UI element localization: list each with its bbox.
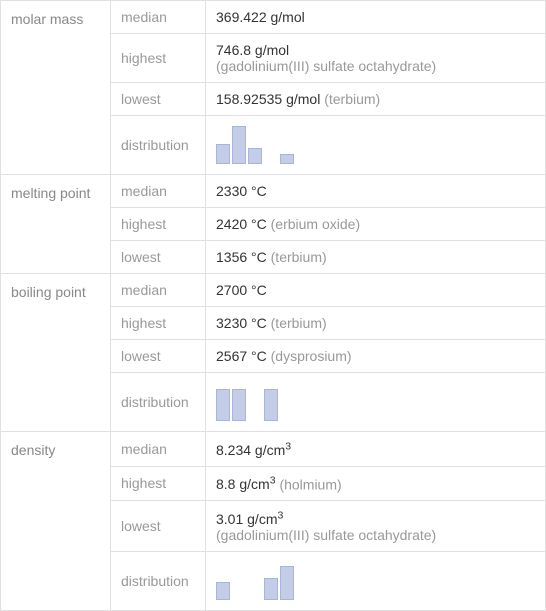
stat-label: lowest — [111, 501, 206, 552]
stat-label: distribution — [111, 116, 206, 175]
stat-value: 2420 °C (erbium oxide) — [206, 208, 546, 241]
value-note: (terbium) — [271, 249, 327, 265]
chart-bar — [216, 144, 230, 164]
chart-bar — [216, 582, 230, 600]
chart-bar — [232, 126, 246, 164]
stat-value: 2330 °C — [206, 175, 546, 208]
property-row: molar massmedian369.422 g/mol — [1, 1, 546, 34]
value-main: 2420 °C — [216, 216, 267, 232]
value-main: 2567 °C — [216, 348, 267, 364]
stat-label: highest — [111, 466, 206, 501]
chart-bar — [280, 154, 294, 164]
property-row: melting pointmedian2330 °C — [1, 175, 546, 208]
value-main: 8.8 g/cm3 — [216, 476, 276, 492]
value-main: 746.8 g/mol — [216, 42, 289, 58]
property-name: molar mass — [1, 1, 111, 175]
value-main: 369.422 g/mol — [216, 9, 305, 25]
stat-value: 3.01 g/cm3(gadolinium(III) sulfate octah… — [206, 501, 546, 552]
stat-value: 8.234 g/cm3 — [206, 432, 546, 467]
chart-bar — [264, 389, 278, 421]
stat-label: distribution — [111, 373, 206, 432]
chart-bar — [280, 566, 294, 600]
stat-label: median — [111, 432, 206, 467]
stat-value: 158.92535 g/mol (terbium) — [206, 83, 546, 116]
stat-label: median — [111, 1, 206, 34]
property-name: melting point — [1, 175, 111, 274]
distribution-chart — [216, 381, 535, 423]
stat-value: 746.8 g/mol(gadolinium(III) sulfate octa… — [206, 34, 546, 83]
value-main: 2330 °C — [216, 183, 267, 199]
chart-bar — [232, 389, 246, 421]
value-main: 2700 °C — [216, 282, 267, 298]
stat-label: lowest — [111, 83, 206, 116]
stat-value — [206, 373, 546, 432]
stat-label: highest — [111, 34, 206, 83]
stat-label: distribution — [111, 551, 206, 610]
value-note: (terbium) — [324, 91, 380, 107]
stat-value — [206, 551, 546, 610]
property-row: boiling pointmedian2700 °C — [1, 274, 546, 307]
properties-table: molar massmedian369.422 g/molhighest746.… — [0, 0, 546, 611]
value-main: 1356 °C — [216, 249, 267, 265]
stat-label: median — [111, 175, 206, 208]
stat-label: highest — [111, 208, 206, 241]
stat-label: lowest — [111, 241, 206, 274]
stat-value: 3230 °C (terbium) — [206, 307, 546, 340]
value-note: (dysprosium) — [271, 348, 352, 364]
property-name: density — [1, 432, 111, 611]
stat-value: 2567 °C (dysprosium) — [206, 340, 546, 373]
value-note: (gadolinium(III) sulfate octahydrate) — [216, 527, 436, 543]
value-main: 8.234 g/cm3 — [216, 442, 291, 458]
stat-value — [206, 116, 546, 175]
stat-value: 1356 °C (terbium) — [206, 241, 546, 274]
value-note: (gadolinium(III) sulfate octahydrate) — [216, 58, 436, 74]
distribution-chart — [216, 560, 535, 602]
distribution-chart — [216, 124, 535, 166]
value-note: (erbium oxide) — [271, 216, 360, 232]
stat-label: highest — [111, 307, 206, 340]
stat-value: 8.8 g/cm3 (holmium) — [206, 466, 546, 501]
value-main: 3.01 g/cm3 — [216, 511, 283, 527]
property-row: densitymedian8.234 g/cm3 — [1, 432, 546, 467]
stat-label: lowest — [111, 340, 206, 373]
stat-value: 2700 °C — [206, 274, 546, 307]
chart-bar — [216, 389, 230, 421]
stat-value: 369.422 g/mol — [206, 1, 546, 34]
value-note: (terbium) — [271, 315, 327, 331]
value-note: (holmium) — [279, 476, 341, 492]
value-main: 3230 °C — [216, 315, 267, 331]
property-name: boiling point — [1, 274, 111, 432]
value-main: 158.92535 g/mol — [216, 91, 320, 107]
chart-bar — [248, 148, 262, 164]
stat-label: median — [111, 274, 206, 307]
